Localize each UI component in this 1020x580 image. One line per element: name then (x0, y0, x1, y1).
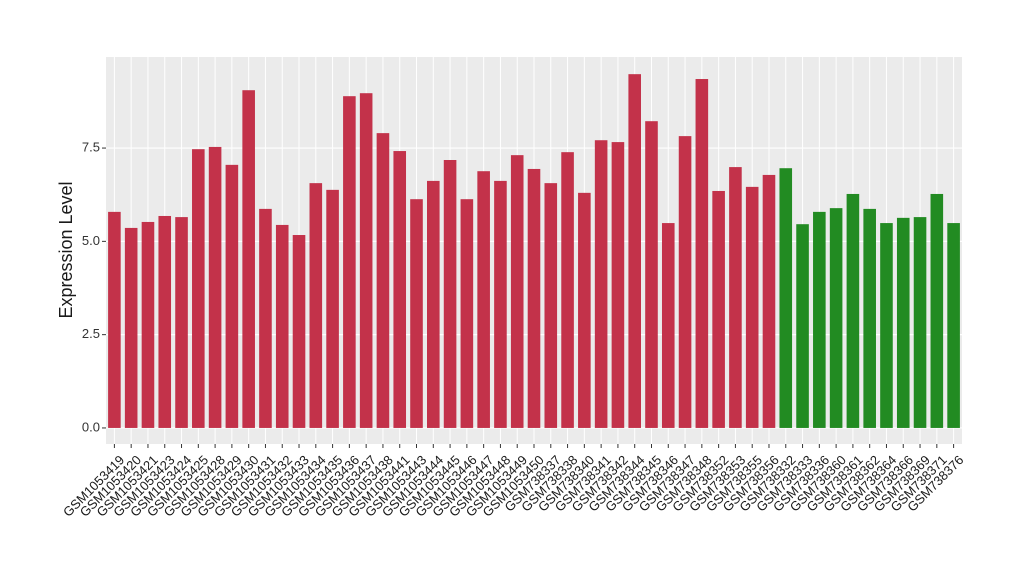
bar (745, 186, 759, 428)
bar (678, 136, 692, 428)
y-axis-label: Expression Level (56, 181, 76, 318)
bar (829, 208, 843, 428)
bar (443, 160, 457, 428)
bar (661, 223, 675, 428)
bar (813, 211, 826, 428)
bar (779, 168, 793, 428)
bar (712, 190, 725, 428)
bar (292, 235, 306, 428)
bar (427, 180, 440, 428)
bar (376, 133, 390, 428)
bar (863, 208, 876, 428)
bar (510, 155, 524, 428)
bar (108, 211, 121, 428)
bar (527, 168, 541, 428)
bar (494, 180, 507, 428)
bar (645, 121, 658, 428)
bar (796, 224, 809, 428)
bar (460, 199, 474, 428)
bar (896, 217, 910, 428)
bar (192, 149, 205, 428)
bar (544, 183, 558, 428)
bar (628, 74, 641, 428)
bar (578, 192, 591, 428)
bar (359, 93, 373, 428)
bar (410, 199, 423, 428)
bar (275, 224, 289, 428)
bar (695, 79, 709, 428)
bar (477, 171, 490, 428)
bar (225, 164, 239, 428)
y-tick-label: 0.0 (82, 419, 100, 434)
bar (259, 208, 272, 428)
bar (880, 223, 893, 428)
y-tick-label: 2.5 (82, 326, 100, 341)
bar (175, 217, 188, 428)
bar (326, 189, 339, 428)
bar (594, 140, 608, 428)
bar (309, 183, 323, 428)
bar (141, 221, 155, 428)
bar (343, 96, 356, 428)
bar (158, 215, 172, 428)
bar (930, 193, 944, 428)
bar (762, 174, 776, 428)
bar (208, 146, 222, 428)
y-tick-label: 5.0 (82, 233, 100, 248)
bar (561, 152, 574, 428)
bar (947, 223, 960, 428)
bar (242, 90, 255, 428)
y-tick-label: 7.5 (82, 139, 100, 154)
bar (124, 227, 138, 428)
bar (846, 193, 860, 428)
bar (393, 151, 407, 428)
bar (611, 142, 625, 428)
bar (729, 167, 742, 428)
bar (913, 217, 927, 428)
